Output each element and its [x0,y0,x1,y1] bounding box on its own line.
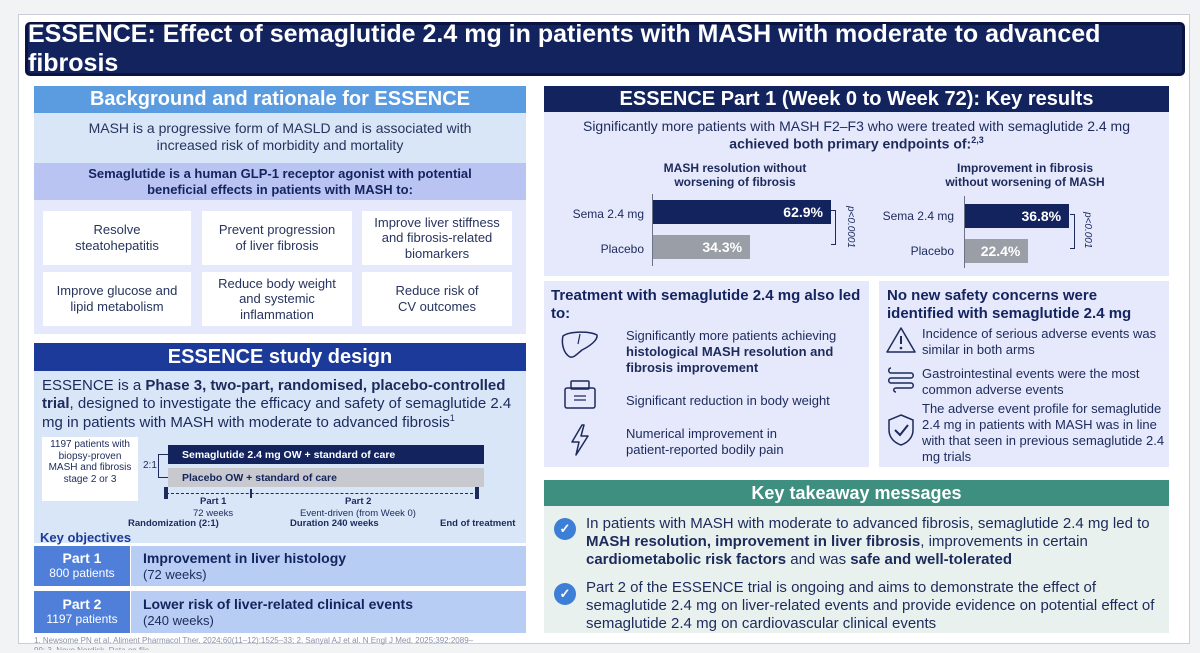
shield-check-icon [888,414,914,446]
also-item-1-b: histological MASH resolution and fibrosi… [626,343,834,375]
chart2-bracket [1070,214,1075,249]
benefit-cv-outcomes: Reduce risk of CV outcomes [362,272,512,326]
takeaway-message-2: Part 2 of the ESSENCE trial is ongoing a… [586,579,1155,632]
total-duration: Duration 240 weeks [290,518,379,529]
takeaway-1-b: MASH resolution, improvement in liver fi… [586,533,921,550]
takeaway-1-d: cardiometabolic risk factors [586,551,787,568]
chart2-bar-placebo: 22.4% [965,239,1029,263]
check-icon: ✓ [554,518,576,540]
benefit-prevent-fibrosis: Prevent progression of liver fibrosis [202,211,352,265]
chart1-bar-placebo: 34.3% [653,235,751,259]
background-intro: MASH is a progressive form of MASLD and … [88,120,472,154]
ratio-connector [158,454,168,478]
chart1-bar-sema: 62.9% [653,200,831,224]
objective-part1-part: Part 1 [62,550,102,566]
timeline-end-marker [475,487,479,499]
chart2-bar-sema: 36.8% [965,204,1070,228]
objective-part1-label: Part 1 800 patients [34,546,130,586]
benefit-glucose-lipid: Improve glucose and lipid metabolism [43,272,191,326]
objective-part1-title: Improvement in liver histology [143,550,347,566]
safety-item-2: Gastrointestinal events were the most co… [922,366,1140,397]
results-intro-sup: 2,3 [971,135,984,146]
objective-part2-label: Part 2 1197 patients [34,591,130,633]
benefit-resolve-steatohepatitis: Resolve steatohepatitis [43,211,191,265]
results-header: ESSENCE Part 1 (Week 0 to Week 72): Key … [544,86,1169,112]
arm-semaglutide: Semaglutide 2.4 mg OW + standard of care [168,445,484,464]
also-header: Treatment with semaglutide 2.4 mg also l… [551,287,861,322]
safety-item-1: Incidence of serious adverse events was … [922,326,1157,357]
safety-item-3: The adverse event profile for semaglutid… [922,401,1165,464]
chart2-category-placebo: Placebo [910,244,954,258]
footnote: 1. Newsome PN et al. Aliment Pharmacol T… [34,636,474,650]
chart1-pvalue: p<0.0001 [845,206,856,248]
agonist-line-2: beneficial effects in patients with MASH… [147,181,413,197]
takeaway-message-1: In patients with MASH with moderate to a… [586,515,1162,569]
takeaway-1-e: and was [786,551,851,568]
chart2-category-sema: Sema 2.4 mg [882,209,954,223]
check-icon: ✓ [554,583,576,605]
also-item-1: Significantly more patients achieving hi… [626,328,862,376]
objective-part1-sub: (72 weeks) [143,566,207,582]
takeaway-1-a: In patients with MASH with moderate to a… [586,515,1150,532]
intestine-icon [888,367,914,393]
chart2-axis [964,196,965,268]
objective-part2-title: Lower risk of liver-related clinical eve… [143,596,413,612]
ratio-label: 2:1 [143,460,157,471]
benefit-liver-stiffness: Improve liver stiffness and fibrosis-rel… [362,211,512,265]
also-item-3: Numerical improvement in patient-reporte… [626,426,784,457]
takeaway-1-f: safe and well-tolerated [850,551,1013,568]
warning-icon [886,327,916,353]
arm-placebo: Placebo OW + standard of care [168,468,484,487]
chart2-pvalue: p<0.001 [1082,212,1093,249]
chart1-title: MASH resolution without worsening of fib… [663,161,807,189]
timeline-start-marker [164,487,168,499]
chart1-axis [652,194,653,266]
part1-label: Part 1 [200,496,227,507]
objective-part1: Improvement in liver histology (72 weeks… [131,546,526,586]
timeline-axis [166,493,478,494]
chart1-category-placebo: Placebo [600,242,644,256]
randomization-label: Randomization (2:1) [128,518,219,529]
design-desc-c: , designed to investigate the efficacy a… [42,395,512,431]
lightning-icon [571,424,589,456]
objectives-header: Key objectives [40,530,132,545]
agonist-statement: Semaglutide is a human GLP-1 receptor ag… [34,163,526,200]
results-intro-line1: Significantly more patients with MASH F2… [582,118,1131,134]
timeline-mid-marker [250,489,252,498]
also-item-1-a: Significantly more patients achieving [626,328,837,343]
design-header: ESSENCE study design [34,343,526,371]
chart1-category-sema: Sema 2.4 mg [572,207,644,221]
objective-part2-sub: (240 weeks) [143,612,214,628]
design-desc-sup: 1 [449,413,455,423]
objective-part1-patients: 800 patients [49,566,115,580]
end-of-treatment-label: End of treatment [440,518,516,529]
chart2-title: Improvement in fibrosis without worsenin… [945,161,1105,189]
results-intro: Significantly more patients with MASH F2… [544,118,1169,153]
poster-title: ESSENCE: Effect of semaglutide 2.4 mg in… [25,20,1185,77]
objective-part2: Lower risk of liver-related clinical eve… [131,591,526,633]
liver-icon [561,331,598,358]
also-item-2: Significant reduction in body weight [626,393,830,408]
design-description: ESSENCE is a Phase 3, two-part, randomis… [42,377,522,432]
agonist-line-1: Semaglutide is a human GLP-1 receptor ag… [88,166,472,181]
safety-panel [879,281,1169,467]
also-panel [544,281,869,467]
patients-box: 1197 patients with biopsy-proven MASH an… [42,437,138,501]
results-intro-line2: achieved both primary endpoints of: [729,135,972,152]
part2-label: Part 2 [345,496,372,507]
chart1-bracket [831,210,836,245]
results-panel [544,86,1169,276]
part1-duration: 72 weeks [193,508,234,519]
scale-icon [564,380,596,409]
objective-part2-patients: 1197 patients [46,612,118,626]
background-header: Background and rationale for ESSENCE [34,86,526,113]
takeaway-header: Key takeaway messages [544,480,1169,506]
design-desc-a: ESSENCE is a [42,377,146,394]
takeaway-1-c: , improvements in certain [920,533,1088,550]
safety-header: No new safety concerns were identified w… [887,287,1132,322]
benefit-body-weight: Reduce body weight and systemic inflamma… [202,272,352,326]
design-desc-b: Phase 3, two-part, randomised, placebo-c… [42,377,506,412]
objective-part2-part: Part 2 [62,596,102,612]
part2-duration: Event-driven (from Week 0) [300,508,416,519]
